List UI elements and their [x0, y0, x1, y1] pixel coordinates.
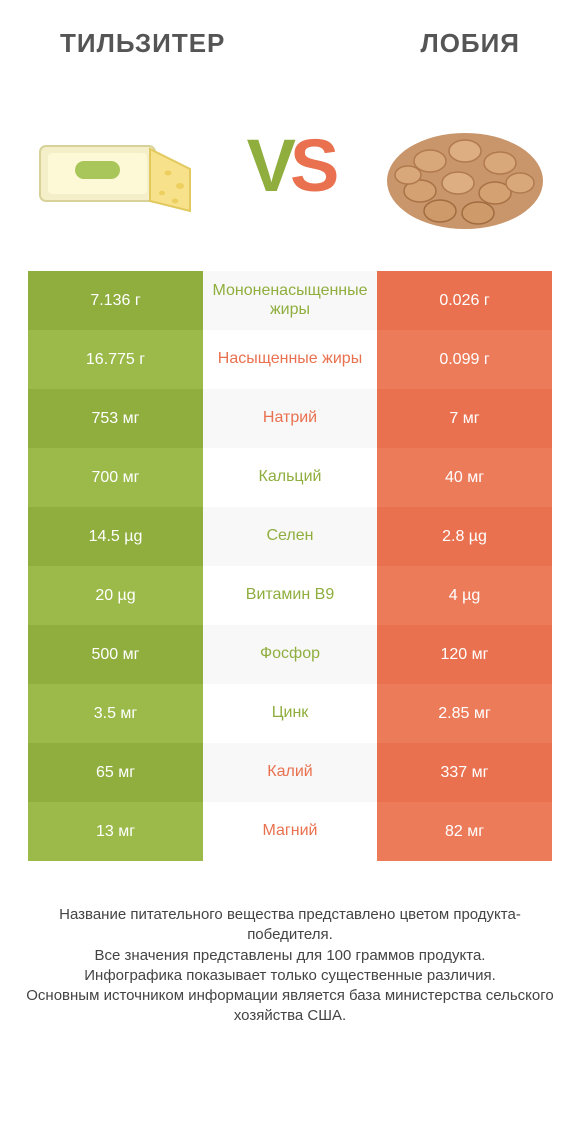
left-value: 20 µg [28, 566, 203, 625]
nutrient-label: Витамин B9 [203, 566, 377, 625]
table-row: 700 мгКальций40 мг [28, 448, 552, 507]
table-row: 3.5 мгЦинк2.85 мг [28, 684, 552, 743]
nutrient-label: Магний [203, 802, 377, 861]
vs-letter-s: S [290, 129, 333, 203]
header-titles: ТИЛЬЗИТЕР ЛОБИЯ [0, 0, 580, 71]
right-value: 4 µg [377, 566, 552, 625]
table-row: 13 мгМагний82 мг [28, 802, 552, 861]
left-value: 65 мг [28, 743, 203, 802]
right-value: 0.026 г [377, 271, 552, 330]
right-value: 2.8 µg [377, 507, 552, 566]
right-food-image [370, 101, 550, 231]
table-row: 14.5 µgСелен2.8 µg [28, 507, 552, 566]
left-value: 700 мг [28, 448, 203, 507]
table-row: 16.775 гНасыщенные жиры0.099 г [28, 330, 552, 389]
right-value: 2.85 мг [377, 684, 552, 743]
comparison-table: 7.136 гМононенасыщенные жиры0.026 г16.77… [0, 271, 580, 861]
vs-letter-v: V [247, 129, 290, 203]
right-value: 7 мг [377, 389, 552, 448]
left-value: 16.775 г [28, 330, 203, 389]
images-row: VS [0, 71, 580, 271]
nutrient-label: Фосфор [203, 625, 377, 684]
table-row: 20 µgВитамин B94 µg [28, 566, 552, 625]
nutrient-label: Кальций [203, 448, 377, 507]
nutrient-label: Натрий [203, 389, 377, 448]
nutrient-label: Селен [203, 507, 377, 566]
right-value: 40 мг [377, 448, 552, 507]
table-row: 753 мгНатрий7 мг [28, 389, 552, 448]
table-row: 65 мгКалий337 мг [28, 743, 552, 802]
left-food-image [30, 101, 210, 231]
footer-note: Название питательного вещества представл… [0, 861, 580, 1027]
right-value: 0.099 г [377, 330, 552, 389]
left-value: 7.136 г [28, 271, 203, 330]
nutrient-label: Мононенасыщенные жиры [203, 271, 377, 330]
left-food-title: ТИЛЬЗИТЕР [60, 28, 225, 59]
left-value: 500 мг [28, 625, 203, 684]
vs-label: VS [247, 129, 334, 203]
left-value: 14.5 µg [28, 507, 203, 566]
left-value: 13 мг [28, 802, 203, 861]
table-row: 500 мгФосфор120 мг [28, 625, 552, 684]
table-row: 7.136 гМононенасыщенные жиры0.026 г [28, 271, 552, 330]
nutrient-label: Калий [203, 743, 377, 802]
right-value: 120 мг [377, 625, 552, 684]
left-value: 753 мг [28, 389, 203, 448]
right-food-title: ЛОБИЯ [420, 28, 520, 59]
nutrient-label: Насыщенные жиры [203, 330, 377, 389]
right-value: 82 мг [377, 802, 552, 861]
right-value: 337 мг [377, 743, 552, 802]
nutrient-label: Цинк [203, 684, 377, 743]
left-value: 3.5 мг [28, 684, 203, 743]
